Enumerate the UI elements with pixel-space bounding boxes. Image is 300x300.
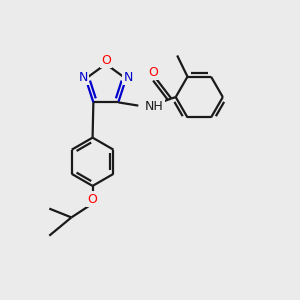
Text: NH: NH [145,100,164,113]
Text: O: O [101,54,111,67]
Text: N: N [124,71,133,84]
Text: O: O [149,65,159,79]
Text: O: O [88,193,98,206]
Text: N: N [79,71,88,84]
